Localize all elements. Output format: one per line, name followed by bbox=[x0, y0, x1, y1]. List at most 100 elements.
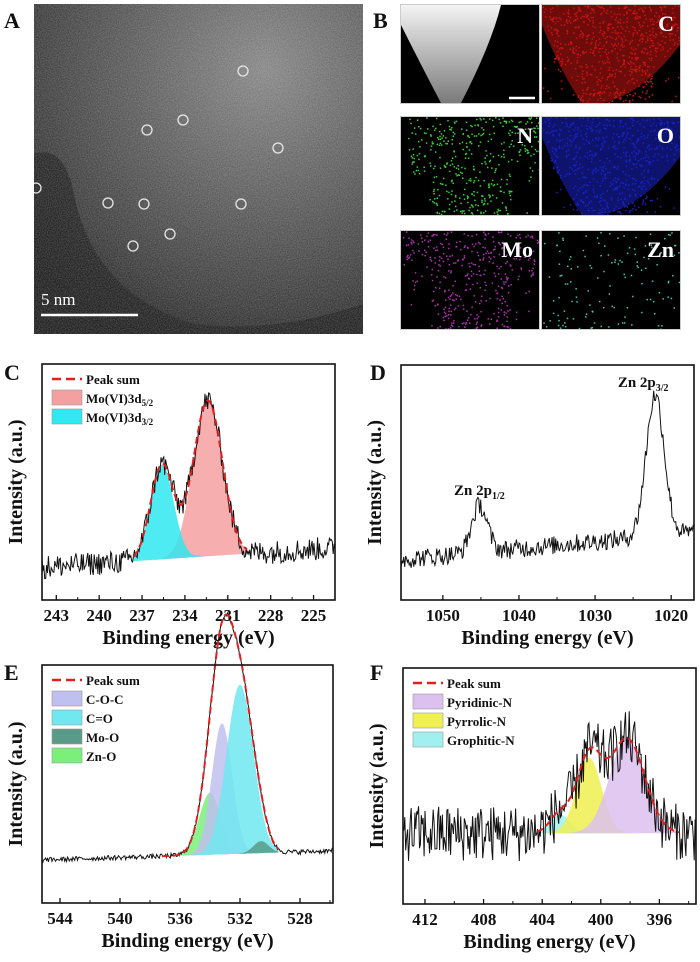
x-axis-label: Binding energy (eV) bbox=[461, 627, 633, 649]
eds-element-label: Zn bbox=[647, 237, 674, 262]
x-tick-label: 228 bbox=[258, 606, 284, 625]
fit-component-c-o-c bbox=[162, 723, 279, 857]
eds-element-label: N bbox=[517, 123, 533, 148]
legend-label: C=O bbox=[86, 711, 113, 726]
legend-swatch bbox=[51, 408, 83, 425]
x-tick-label: 237 bbox=[129, 606, 155, 625]
fit-component-c-o bbox=[162, 684, 279, 857]
eds-map-mo: Mo bbox=[400, 230, 540, 330]
y-axis-label: Intensity (a.u.) bbox=[5, 721, 27, 846]
legend-swatch bbox=[412, 712, 444, 729]
eds-map-o: O bbox=[541, 116, 681, 216]
peak-annotation: Zn 2p3/2 bbox=[618, 375, 669, 394]
y-axis-label: Intensity (a.u.) bbox=[5, 419, 27, 544]
x-tick-label: 243 bbox=[44, 606, 70, 625]
fit-component-mo-o bbox=[162, 841, 279, 857]
legend-label: Zn-O bbox=[86, 749, 116, 764]
spectrum-line bbox=[402, 711, 697, 862]
eds-map-c: C bbox=[541, 4, 681, 104]
chart-d: 1050 1040 1030 1020 Binding energy (eV) Inten… bbox=[364, 364, 695, 649]
plot-frame bbox=[402, 667, 697, 905]
eds-element-label: Mo bbox=[501, 237, 533, 262]
legend-swatch bbox=[51, 389, 83, 406]
eds-map-n: N bbox=[400, 116, 540, 216]
atom-marker-circle bbox=[177, 114, 189, 126]
eds-haadf-image bbox=[400, 4, 540, 104]
spectrum-line bbox=[400, 390, 695, 568]
x-tick-label: 544 bbox=[47, 909, 73, 928]
atom-marker-circle bbox=[235, 198, 247, 210]
y-axis-label: Intensity (a.u.) bbox=[366, 723, 388, 848]
legend-label: C-O-C bbox=[86, 692, 124, 707]
fit-component-pyridinic-n bbox=[536, 738, 680, 834]
legend-swatch bbox=[51, 690, 83, 707]
panel-label-c: C bbox=[4, 360, 20, 385]
chart-e: 544 540 536 532 528 Binding energy (eV) Intens… bbox=[5, 611, 334, 952]
atom-marker-circle bbox=[272, 142, 284, 154]
x-tick-label: 1030 bbox=[578, 606, 612, 625]
legend-swatch bbox=[412, 693, 444, 710]
x-tick-label: 532 bbox=[227, 909, 253, 928]
x-tick-label: 400 bbox=[588, 910, 614, 929]
legend-label: Mo-O bbox=[86, 730, 119, 745]
plot-frame bbox=[400, 364, 695, 601]
legend-label: Peak sum bbox=[86, 372, 140, 387]
chart-f: 412 408 404 400 396 Binding energy (eV) Intens… bbox=[366, 667, 697, 953]
legend-label: Mo(VI)3d3/2 bbox=[86, 410, 154, 427]
y-axis-label: Intensity (a.u.) bbox=[364, 420, 386, 545]
legend-label: Peak sum bbox=[447, 676, 501, 691]
legend-label: Grophitic-N bbox=[447, 733, 515, 748]
legend-swatch bbox=[51, 709, 83, 726]
atom-marker-circle bbox=[164, 228, 176, 240]
atom-marker-circle bbox=[138, 198, 150, 210]
x-tick-label: 1040 bbox=[502, 606, 536, 625]
x-axis-label: Binding energy (eV) bbox=[102, 627, 274, 649]
legend-label: Pyridinic-N bbox=[447, 695, 513, 710]
x-tick-label: 404 bbox=[529, 910, 555, 929]
scale-bar-label: 5 nm bbox=[41, 290, 76, 309]
legend-label: Mo(VI)3d5/2 bbox=[86, 391, 154, 408]
legend-swatch bbox=[51, 747, 83, 764]
stem-image: 5 nm bbox=[34, 4, 363, 334]
x-tick-label: 1020 bbox=[654, 606, 688, 625]
peak-annotation: Zn 2p1/2 bbox=[454, 483, 505, 502]
eds-element-label: O bbox=[656, 123, 674, 148]
x-tick-label: 240 bbox=[86, 606, 112, 625]
legend-swatch bbox=[51, 728, 83, 745]
peak-sum-line bbox=[132, 399, 248, 558]
atom-marker-circle bbox=[127, 240, 139, 252]
stem-image-render bbox=[34, 4, 363, 334]
x-axis-label: Binding energy (eV) bbox=[463, 931, 635, 953]
panel-label-f: F bbox=[370, 660, 384, 685]
x-tick-label: 412 bbox=[412, 910, 438, 929]
legend-label: Pyrrolic-N bbox=[447, 714, 507, 729]
fit-component-pyrrolic-n bbox=[536, 757, 680, 834]
spectrum-line bbox=[41, 392, 336, 580]
atom-marker-circle bbox=[34, 182, 42, 194]
x-tick-label: 225 bbox=[301, 606, 327, 625]
panel-label-e: E bbox=[4, 660, 19, 685]
plot-frame bbox=[41, 664, 334, 904]
x-axis-label: Binding energy (eV) bbox=[101, 930, 273, 952]
legend-swatch bbox=[412, 731, 444, 748]
x-tick-label: 408 bbox=[471, 910, 497, 929]
atom-marker-circle bbox=[141, 124, 153, 136]
panel-label-d: D bbox=[370, 360, 386, 385]
eds-map-zn: Zn bbox=[541, 230, 681, 330]
single-atom-markers bbox=[34, 65, 284, 252]
x-tick-label: 396 bbox=[647, 910, 673, 929]
x-tick-label: 536 bbox=[167, 909, 193, 928]
x-tick-label: 540 bbox=[107, 909, 133, 928]
panel-label-a: A bbox=[4, 8, 20, 33]
atom-marker-circle bbox=[237, 65, 249, 77]
x-tick-label: 234 bbox=[172, 606, 198, 625]
peak-sum-line bbox=[536, 737, 680, 834]
eds-element-label: C bbox=[658, 11, 674, 36]
fit-component-mo-vi-3d3-2 bbox=[133, 464, 248, 562]
x-tick-label: 528 bbox=[287, 909, 313, 928]
panel-label-b: B bbox=[373, 8, 388, 33]
legend-label: Peak sum bbox=[86, 673, 140, 688]
x-tick-label: 1050 bbox=[426, 606, 460, 625]
